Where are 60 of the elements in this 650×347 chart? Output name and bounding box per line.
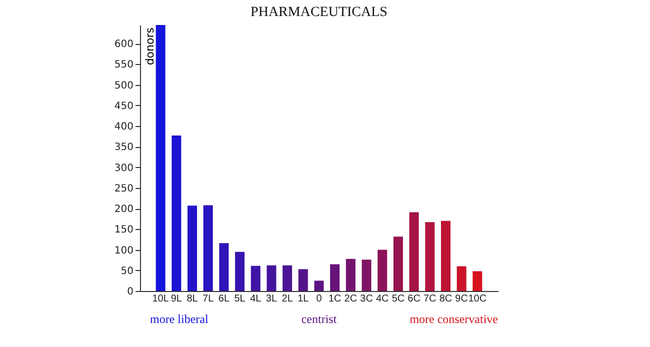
y-tick-label: 100 bbox=[114, 245, 134, 256]
x-tick-label: 4C bbox=[376, 294, 389, 304]
y-tick-label: 350 bbox=[114, 142, 134, 154]
x-tick-label: 2C bbox=[344, 294, 358, 304]
bar bbox=[314, 280, 324, 291]
bar bbox=[330, 264, 340, 291]
x-tick-label: 1L bbox=[298, 294, 310, 304]
text: more liberal bbox=[150, 312, 209, 326]
x-tick-label: 7L bbox=[202, 294, 214, 304]
text: more conservative bbox=[410, 312, 498, 326]
y-tick-label: 450 bbox=[114, 100, 134, 112]
bar bbox=[203, 205, 213, 291]
bar bbox=[156, 25, 166, 291]
x-tick-label: 9L bbox=[170, 294, 182, 304]
bar bbox=[172, 136, 182, 291]
bar bbox=[282, 265, 292, 291]
x-tick-label: 5L bbox=[234, 294, 246, 304]
x-tick-label: 3C bbox=[360, 294, 373, 304]
bar bbox=[425, 222, 435, 291]
x-tick-label: 6L bbox=[218, 294, 230, 304]
bar bbox=[298, 269, 308, 291]
y-tick-label: 150 bbox=[114, 224, 134, 236]
x-tick-label: 6C bbox=[408, 294, 420, 304]
bar bbox=[472, 271, 482, 291]
y-tick-label: 200 bbox=[114, 204, 134, 216]
y-tick-label: 250 bbox=[114, 183, 134, 194]
x-tick-label: 3L bbox=[266, 294, 278, 304]
text: centrist bbox=[301, 312, 338, 326]
x-tick-label: 10C bbox=[468, 294, 487, 304]
x-tick-label: 0 bbox=[316, 294, 322, 304]
bar bbox=[235, 252, 245, 291]
y-tick-label: 400 bbox=[114, 122, 134, 133]
bar bbox=[378, 250, 388, 291]
x-tick-label: 9C bbox=[455, 294, 468, 304]
x-tick-label: 10L bbox=[152, 294, 170, 304]
bar bbox=[440, 220, 450, 291]
y-tick-label: 50 bbox=[120, 266, 134, 277]
bar bbox=[393, 236, 403, 291]
bar bbox=[219, 243, 229, 291]
bar bbox=[409, 212, 419, 291]
bar bbox=[346, 258, 356, 291]
x-tick-label: 4L bbox=[250, 294, 262, 304]
bar bbox=[266, 265, 276, 291]
x-tick-label: 8C bbox=[439, 294, 452, 304]
bar bbox=[362, 260, 372, 291]
y-axis-title: donors bbox=[144, 27, 156, 66]
bar bbox=[456, 266, 466, 291]
y-tick-label: 550 bbox=[114, 60, 134, 71]
x-tick-label: 1C bbox=[328, 294, 342, 304]
x-tick-label: 2L bbox=[282, 294, 294, 304]
y-tick-label: 600 bbox=[114, 39, 134, 50]
y-tick-label: 300 bbox=[114, 162, 134, 174]
bar bbox=[250, 266, 260, 291]
x-tick-label: 5C bbox=[392, 294, 405, 304]
x-tick-label: 8L bbox=[186, 294, 198, 304]
x-tick-label: 7C bbox=[423, 294, 436, 304]
bar bbox=[188, 206, 198, 291]
y-tick-label: 500 bbox=[114, 80, 134, 92]
chart-title: PHARMACEUTICALS bbox=[250, 5, 388, 20]
y-tick-label: 0 bbox=[127, 286, 134, 298]
